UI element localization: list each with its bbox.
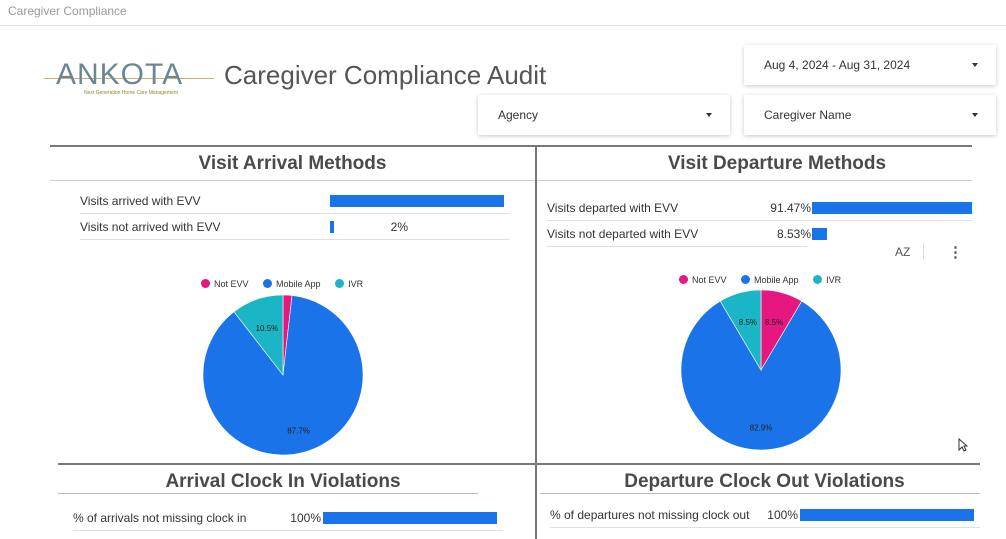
departure-legend: Not EVV Mobile App IVR: [679, 275, 853, 285]
pie-slice-ivr[interactable]: [233, 294, 284, 376]
table-row: % of departures not missing clock out 10…: [550, 502, 980, 528]
caret-down-icon: [972, 63, 978, 67]
legend-label: Not EVV: [692, 275, 727, 285]
row-bar: [330, 221, 334, 233]
more-options-icon[interactable]: ⋮: [948, 244, 963, 261]
row-value: 100%: [290, 511, 321, 525]
legend-swatch: [679, 275, 688, 284]
legend-swatch: [741, 275, 751, 284]
table-row: % of arrivals not missing clock in 100%: [73, 505, 503, 531]
agency-filter-label: Agency: [498, 108, 539, 122]
arrival-methods-title: Visit Arrival Methods: [198, 153, 387, 174]
departure-violations-title: Departure Clock Out Violations: [624, 471, 905, 492]
caregiver-filter-label: Caregiver Name: [764, 108, 852, 122]
row-bar: [323, 512, 497, 524]
legend-item: Mobile App: [741, 275, 799, 285]
arrival-legend: Not EVV Mobile App IVR: [201, 279, 375, 289]
legend-label: Not EVV: [214, 279, 249, 289]
row-label: Visits arrived with EVV: [80, 194, 201, 208]
legend-item: IVR: [813, 275, 841, 285]
caret-down-icon: [706, 113, 712, 117]
pie-data-label: 10.5%: [256, 324, 279, 333]
date-range-picker[interactable]: Aug 4, 2024 - Aug 31, 2024: [744, 45, 996, 85]
row-label: % of departures not missing clock out: [550, 508, 750, 522]
sort-az-icon[interactable]: AZ: [895, 245, 911, 259]
row-label: Visits not arrived with EVV: [80, 220, 221, 234]
legend-item: Not EVV: [201, 279, 249, 289]
violations-divider-left: [58, 493, 478, 494]
legend-label: Mobile App: [754, 275, 799, 285]
middle-divider: [58, 463, 980, 465]
agency-filter[interactable]: Agency: [478, 95, 730, 135]
departure-methods-title: Visit Departure Methods: [667, 153, 887, 174]
page-title: Caregiver Compliance Audit: [224, 60, 547, 90]
table-row: Visits departed with EVV 91.47%: [547, 195, 972, 221]
departure-title-rule: [537, 180, 972, 181]
top-divider: [50, 145, 972, 147]
arrival-violations-title: Arrival Clock In Violations: [165, 471, 401, 492]
legend-swatch: [263, 279, 273, 288]
legend-label: IVR: [348, 279, 364, 289]
mouse-cursor-icon: [958, 438, 968, 452]
arrival-title-rule: [50, 180, 535, 181]
logo-swoosh: [44, 78, 214, 79]
legend-item: Not EVV: [679, 275, 727, 285]
pie-slice-ivr[interactable]: [719, 289, 762, 372]
row-label: Visits not departed with EVV: [547, 227, 699, 241]
row-value: 91.47%: [770, 201, 811, 215]
legend-label: Mobile App: [276, 279, 321, 289]
pie-data-label: 8.5%: [739, 318, 757, 327]
legend-swatch: [335, 279, 345, 288]
center-divider: [535, 145, 537, 539]
caret-down-icon: [972, 113, 978, 117]
pie-data-label: 8.5%: [765, 318, 783, 327]
logo-wordmark: ANKOTA: [56, 58, 184, 91]
arrival-pie-chart: 87.7% 10.5%: [202, 294, 364, 456]
violations-divider-right: [540, 493, 980, 494]
pie-slice-mobile-app[interactable]: [680, 300, 842, 451]
date-range-label: Aug 4, 2024 - Aug 31, 2024: [764, 58, 911, 72]
tab-title: Caregiver Compliance: [8, 4, 127, 18]
row-value: 2%: [390, 220, 408, 234]
table-row: Visits not arrived with EVV 2%: [80, 214, 510, 240]
caregiver-filter[interactable]: Caregiver Name: [744, 95, 996, 135]
toolbar-separator: [923, 243, 924, 259]
legend-swatch: [201, 279, 210, 288]
row-label: Visits departed with EVV: [547, 201, 679, 215]
legend-label: IVR: [826, 275, 842, 285]
row-value: 8.53%: [776, 227, 811, 241]
legend-item: IVR: [335, 279, 363, 289]
pie-data-label: 87.7%: [287, 426, 310, 435]
row-bar: [812, 228, 827, 240]
legend-swatch: [813, 275, 823, 284]
pie-data-label: 82.9%: [750, 424, 773, 433]
ankota-logo: ANKOTA Next Generation Home Care Managem…: [44, 52, 214, 102]
table-row: Visits not departed with EVV 8.53%: [547, 221, 827, 247]
table-row: Visits arrived with EVV 98%: [80, 188, 510, 214]
row-bar: [800, 509, 974, 521]
tab-bar: Caregiver Compliance: [0, 0, 1006, 26]
row-value: 100%: [767, 508, 798, 522]
row-bar: [812, 202, 972, 214]
row-bar: [330, 195, 504, 207]
logo-tagline: Next Generation Home Care Management: [84, 90, 178, 96]
legend-item: Mobile App: [263, 279, 321, 289]
departure-pie-chart: 8.5% 82.9% 8.5%: [680, 289, 842, 451]
row-label: % of arrivals not missing clock in: [73, 511, 247, 525]
